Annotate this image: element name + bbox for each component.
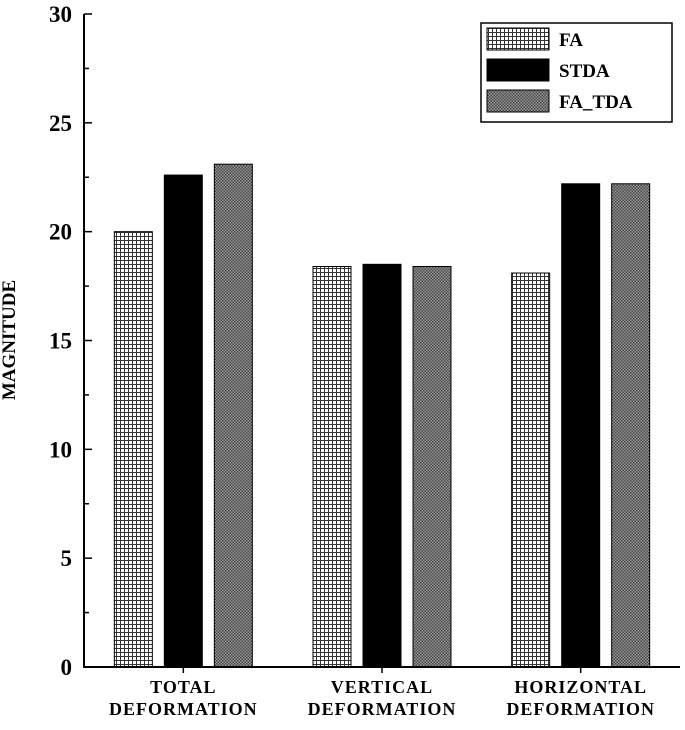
bar-fa-1 — [113, 231, 153, 668]
bar-fa-tda-2 — [412, 265, 452, 668]
legend-swatch-fa-tda — [486, 89, 550, 113]
legend-label: FA_TDA — [559, 92, 633, 113]
y-tick-label: 0 — [61, 655, 73, 680]
y-tick-label: 5 — [61, 546, 73, 571]
y-tick-label: 30 — [49, 2, 72, 27]
y-axis-title: MAGNITUDE — [0, 280, 20, 400]
legend-swatch-stda — [486, 58, 550, 82]
y-axis: 0 5 10 15 20 25 30 — [49, 2, 680, 680]
bar-fa-2 — [312, 265, 352, 668]
x-axis: TOTAL DEFORMATION VERTICAL DEFORMATION HORIZ… — [109, 667, 655, 719]
bar-stda-1 — [163, 174, 203, 668]
bar-fa-3 — [511, 272, 551, 668]
legend: FA STDA FA_TDA — [480, 22, 673, 123]
bar-stda-2 — [362, 263, 402, 668]
y-tick-label: 25 — [49, 111, 72, 136]
legend-label: FA — [559, 30, 583, 51]
y-tick-label: 20 — [49, 220, 72, 245]
plot-area — [113, 163, 651, 668]
x-category-label: VERTICAL DEFORMATION — [308, 677, 457, 719]
x-category-label: TOTAL DEFORMATION — [109, 677, 258, 719]
y-tick-label: 15 — [49, 329, 72, 354]
legend-swatch-fa — [486, 27, 550, 51]
bar-fa-tda-3 — [611, 183, 651, 668]
legend-label: STDA — [559, 61, 610, 82]
x-category-label: HORIZONTAL DEFORMATION — [506, 677, 655, 719]
bar-fa-tda-1 — [213, 163, 253, 668]
y-tick-label: 10 — [49, 437, 72, 462]
bar-stda-3 — [561, 183, 601, 668]
